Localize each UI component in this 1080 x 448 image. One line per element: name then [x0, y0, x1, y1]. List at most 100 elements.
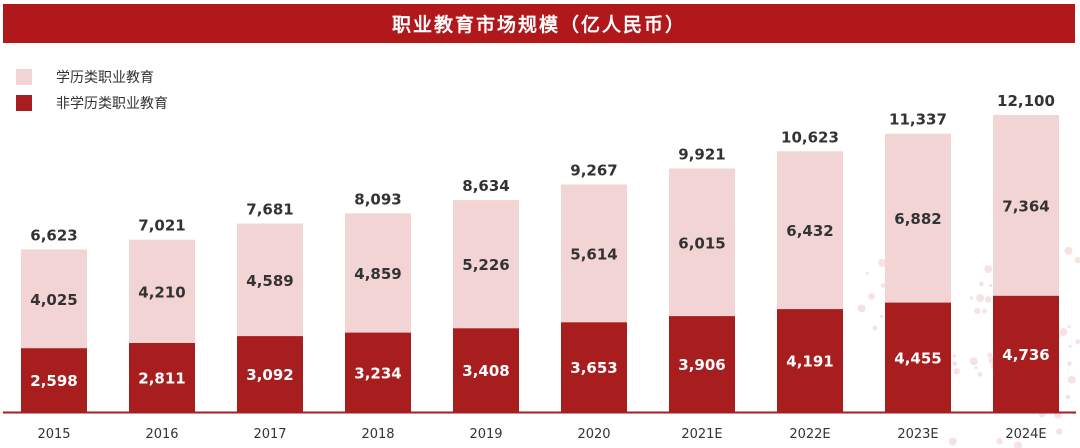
chart-title-bar: 职业教育市场规模（亿人民币） [3, 4, 1075, 43]
data-label-lower-2016: 2,811 [138, 370, 185, 388]
data-label-upper-2018: 4,859 [354, 265, 401, 283]
x-tick-label-2024E: 2024E [1005, 427, 1046, 442]
legend-label-upper-series: 学历类职业教育 [56, 70, 154, 86]
data-label-total-2017: 7,681 [246, 201, 293, 219]
data-label-lower-2023E: 4,455 [894, 349, 941, 367]
x-tick-label-2015: 2015 [37, 427, 70, 442]
data-label-total-2018: 8,093 [354, 190, 401, 208]
decor-dot [989, 283, 993, 288]
decor-dot [1067, 361, 1072, 366]
decor-dot [868, 293, 875, 300]
decor-dot [1075, 339, 1080, 345]
decor-dot [878, 258, 887, 267]
data-label-upper-2024E: 7,364 [1002, 197, 1049, 215]
x-tick-label-2023E: 2023E [897, 427, 938, 442]
data-label-upper-2015: 4,025 [30, 291, 77, 309]
data-label-upper-2023E: 6,882 [894, 210, 941, 228]
x-tick-label-2021E: 2021E [681, 427, 722, 442]
decor-dot [952, 354, 957, 358]
bar-lower-2015 [21, 348, 87, 412]
chart-legend: 学历类职业教育 非学历类职业教育 [16, 64, 168, 116]
data-label-lower-2015: 2,598 [30, 372, 77, 390]
bar-lower-2016 [129, 343, 195, 412]
data-label-total-2021E: 9,921 [678, 146, 725, 164]
data-label-upper-2016: 4,210 [138, 283, 185, 301]
bar-upper-2021E [669, 168, 735, 317]
bar-lower-2022E [777, 309, 843, 412]
bar-lower-2020 [561, 322, 627, 412]
decor-dot [1067, 325, 1071, 329]
decor-dot [1059, 328, 1068, 337]
bar-lower-2023E [885, 302, 951, 412]
decor-dot [1065, 394, 1071, 400]
bar-lower-2019 [453, 328, 519, 412]
data-label-lower-2018: 3,234 [354, 364, 401, 382]
bar-upper-2022E [777, 151, 843, 310]
data-label-upper-2021E: 6,015 [678, 234, 725, 252]
legend-label-lower-series: 非学历类职业教育 [56, 96, 168, 112]
data-label-lower-2019: 3,408 [462, 362, 509, 380]
legend-item-lower-series: 非学历类职业教育 [16, 90, 168, 116]
decor-dot [1074, 256, 1080, 264]
x-tick-label-2022E: 2022E [789, 427, 830, 442]
decor-dot [1068, 344, 1072, 348]
bar-upper-2016 [129, 239, 195, 343]
decor-dot [976, 294, 985, 303]
data-label-upper-2017: 4,589 [246, 272, 293, 290]
x-tick-label-2018: 2018 [361, 427, 394, 442]
decor-dot [952, 361, 958, 366]
decor-dot [948, 437, 957, 446]
data-label-lower-2017: 3,092 [246, 366, 293, 384]
data-label-upper-2019: 5,226 [462, 256, 509, 274]
data-label-total-2019: 8,634 [462, 177, 509, 195]
data-label-total-2016: 7,021 [138, 217, 185, 235]
legend-swatch-lower-series [16, 95, 32, 111]
decor-dot [987, 352, 993, 358]
data-label-total-2015: 6,623 [30, 226, 77, 244]
data-label-lower-2021E: 3,906 [678, 356, 725, 374]
decor-dot [1014, 441, 1023, 448]
decor-dot [974, 366, 978, 370]
data-label-upper-2020: 5,614 [570, 245, 617, 263]
decor-dot [857, 304, 866, 313]
decor-dot [865, 271, 869, 275]
x-tick-label-2017: 2017 [253, 427, 286, 442]
decor-dot [1022, 427, 1026, 431]
data-label-total-2022E: 10,623 [781, 128, 839, 146]
decor-dot [982, 308, 987, 314]
x-tick-label-2020: 2020 [577, 427, 610, 442]
decor-dot [880, 314, 884, 319]
decor-dot [953, 368, 960, 375]
decor-dot [977, 372, 983, 377]
x-tick-label-2019: 2019 [469, 427, 502, 442]
decor-dot [978, 281, 984, 287]
bar-lower-2024E [993, 295, 1059, 412]
decor-dot [985, 296, 992, 303]
decor-dot [1038, 428, 1044, 434]
bar-upper-2024E [993, 115, 1059, 296]
decor-dot [969, 357, 978, 366]
data-label-lower-2022E: 4,191 [786, 353, 833, 371]
legend-swatch-upper-series [16, 69, 32, 85]
decor-dot [984, 265, 993, 274]
bar-upper-2017 [237, 223, 303, 337]
bar-upper-2015 [21, 249, 87, 349]
data-label-total-2024E: 12,100 [997, 92, 1055, 110]
bar-upper-2020 [561, 184, 627, 323]
bar-lower-2017 [237, 336, 303, 412]
decor-dot [969, 296, 974, 300]
data-label-upper-2022E: 6,432 [786, 222, 833, 240]
decor-dot [872, 325, 878, 331]
data-label-total-2023E: 11,337 [889, 111, 947, 129]
decor-dot [1067, 375, 1076, 384]
bar-lower-2021E [669, 316, 735, 412]
legend-item-upper-series: 学历类职业教育 [16, 64, 168, 90]
decor-dot [996, 438, 1003, 445]
bar-lower-2018 [345, 332, 411, 412]
bar-upper-2019 [453, 200, 519, 329]
decor-dot [1056, 428, 1063, 435]
decor-dot [880, 283, 886, 288]
data-label-lower-2024E: 4,736 [1002, 346, 1049, 364]
